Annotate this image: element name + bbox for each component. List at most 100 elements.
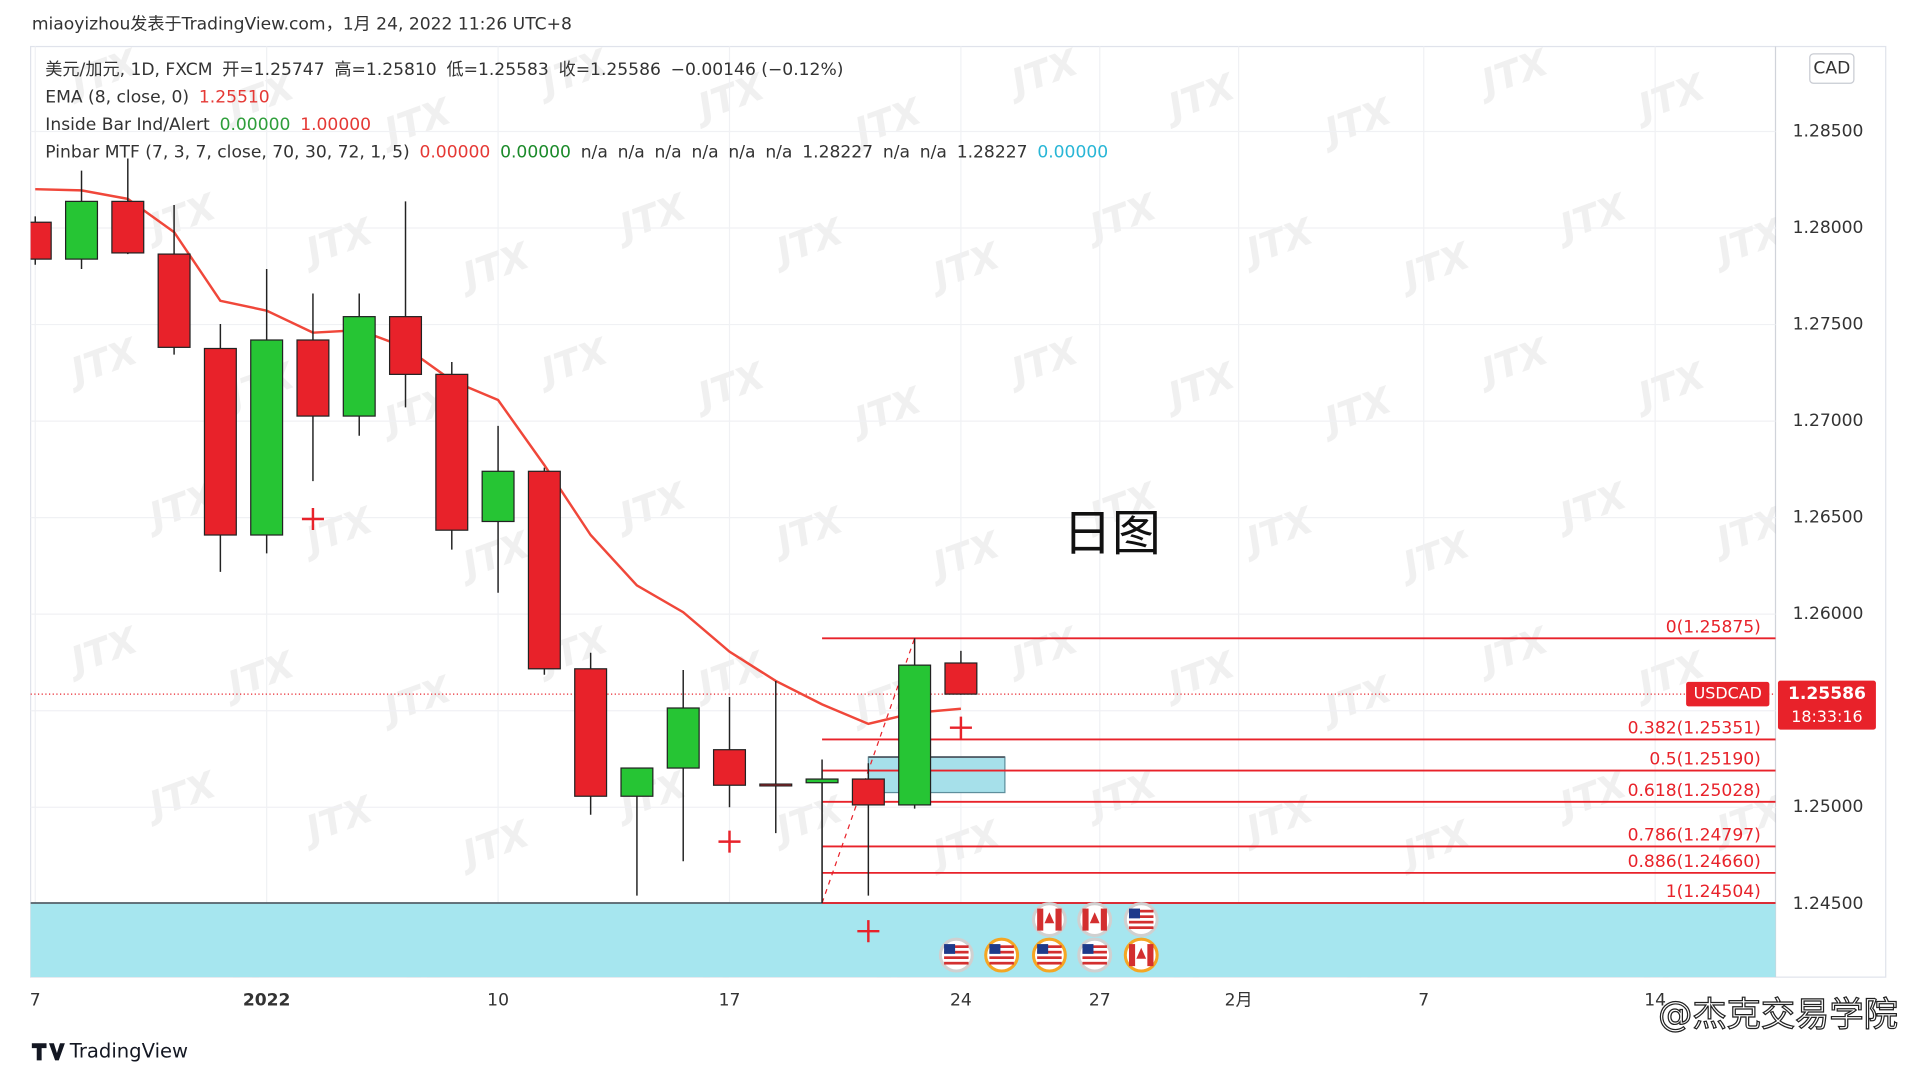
legend-text: 0.00000 — [220, 115, 291, 135]
flag-stripe — [1082, 961, 1107, 965]
candle-body — [250, 339, 284, 536]
fib-label: 0(1.25875) — [1666, 617, 1761, 637]
tv-logo — [31, 1043, 65, 1061]
fib-label: 0.5(1.25190) — [1649, 750, 1760, 770]
watermark: JTX — [1313, 89, 1399, 155]
candle-body — [527, 470, 561, 670]
watermark: JTX — [764, 209, 850, 275]
flag-stripe — [989, 961, 1014, 965]
watermark: JTX — [1313, 378, 1399, 444]
legend-text: 1.28227 — [957, 142, 1028, 162]
watermark: JTX — [1078, 185, 1164, 251]
watermark: JTX — [1626, 354, 1712, 420]
watermark: JTX — [372, 667, 458, 733]
watermark: JTX — [216, 643, 302, 709]
fib-label: 0.618(1.25028) — [1628, 781, 1761, 801]
watermark: JTX — [1705, 209, 1791, 275]
flag-canton — [989, 944, 1001, 954]
flag-stripe — [944, 950, 969, 954]
event-icon — [1031, 902, 1067, 938]
flag-side — [1055, 908, 1062, 931]
flag-leaf — [1089, 912, 1100, 924]
watermark: JTX — [764, 498, 850, 564]
legend-text: n/a — [883, 142, 910, 162]
flag-stripe — [1037, 945, 1062, 948]
x-tick-label: 7 — [1418, 990, 1429, 1010]
legend-text: 开=1.25747 — [222, 60, 324, 80]
symbol-label: USDCAD — [1694, 684, 1762, 703]
overlay: 1.245001.250001.255001.260001.265001.270… — [30, 60, 1876, 1010]
candle-body — [30, 221, 52, 260]
price-label: 1.25586 — [1788, 684, 1866, 704]
legend-text: n/a — [618, 142, 645, 162]
y-tick-label: 1.28000 — [1793, 218, 1864, 238]
watermark: JTX — [921, 234, 1007, 300]
watermark: JTX — [607, 185, 693, 251]
candle-body — [481, 470, 515, 523]
legend-text: n/a — [920, 142, 947, 162]
flag-stripe — [944, 956, 969, 960]
flag-stripe — [1128, 926, 1154, 930]
flag-canton — [1128, 908, 1140, 919]
candle-body — [851, 778, 885, 806]
y-tick-label: 1.24500 — [1793, 894, 1864, 914]
candle-body — [64, 200, 99, 260]
candle-body — [342, 316, 376, 417]
watermark: JTX — [1391, 234, 1477, 300]
candle-body — [898, 664, 932, 806]
watermark: JTX — [1548, 185, 1634, 251]
flag-leaf — [1044, 912, 1055, 924]
legend-text: n/a — [728, 142, 755, 162]
watermark: JTX — [1548, 474, 1634, 540]
fib-label: 0.886(1.24660) — [1628, 852, 1761, 872]
fib-label: 0.382(1.25351) — [1628, 718, 1761, 738]
watermark: JTX — [1548, 763, 1634, 829]
flag-canton — [1082, 944, 1094, 954]
event-ring — [938, 937, 974, 973]
event-icon — [1077, 902, 1113, 938]
flag-stripe — [1037, 961, 1062, 965]
watermark: JTX — [137, 763, 223, 829]
event-icon — [984, 937, 1020, 973]
legend-text: 1.00000 — [300, 115, 371, 135]
event-ring — [984, 937, 1020, 973]
currency-box — [1809, 53, 1855, 84]
watermark: JTX — [294, 787, 380, 853]
flag-stripe — [944, 945, 969, 948]
legend-text: 美元/加元, 1D, FXCM — [45, 60, 212, 80]
x-tick-label: 24 — [950, 990, 972, 1010]
flag-stripe — [1128, 920, 1154, 924]
watermark: JTX — [764, 787, 850, 853]
watermark: JTX — [1469, 40, 1555, 106]
watermarks: JTX JTX JTX JTX JTX JTX JTX JTX JTX JTX JTX JTX JTX J… — [59, 40, 1791, 978]
legend-text: 0.00000 — [419, 142, 490, 162]
legend-text: 0.00000 — [1037, 142, 1108, 162]
candle-body — [666, 707, 700, 769]
watermark: JTX — [1234, 209, 1320, 275]
candle-body — [111, 200, 145, 254]
candle-body — [203, 347, 237, 536]
flag-side — [1037, 908, 1044, 931]
legend-text: Pinbar MTF (7, 3, 7, close, 70, 30, 72, … — [45, 142, 409, 162]
flag-stripe — [989, 945, 1014, 948]
legend-text: Inside Bar Ind/Alert — [45, 115, 210, 135]
watermark: JTX — [451, 523, 537, 589]
flag-stripe — [989, 950, 1014, 954]
pinbar-marker — [301, 507, 324, 531]
flag-side — [1128, 944, 1136, 967]
fib-label: 1(1.24504) — [1666, 882, 1761, 902]
legend-text: 低=1.25583 — [446, 60, 548, 80]
watermark: JTX — [294, 498, 380, 564]
y-tick-label: 1.27000 — [1793, 411, 1864, 431]
x-tick-label: 2022 — [243, 990, 291, 1010]
watermark: JTX — [1469, 329, 1555, 395]
candle-body — [712, 749, 747, 786]
watermark: JTX — [1078, 763, 1164, 829]
watermark: JTX — [607, 474, 693, 540]
flag-stripe — [1082, 945, 1107, 948]
y-tick-label: 1.25000 — [1793, 797, 1864, 817]
legend-text: EMA (8, close, 0) — [45, 87, 189, 107]
legend-text: 0.00000 — [500, 142, 571, 162]
